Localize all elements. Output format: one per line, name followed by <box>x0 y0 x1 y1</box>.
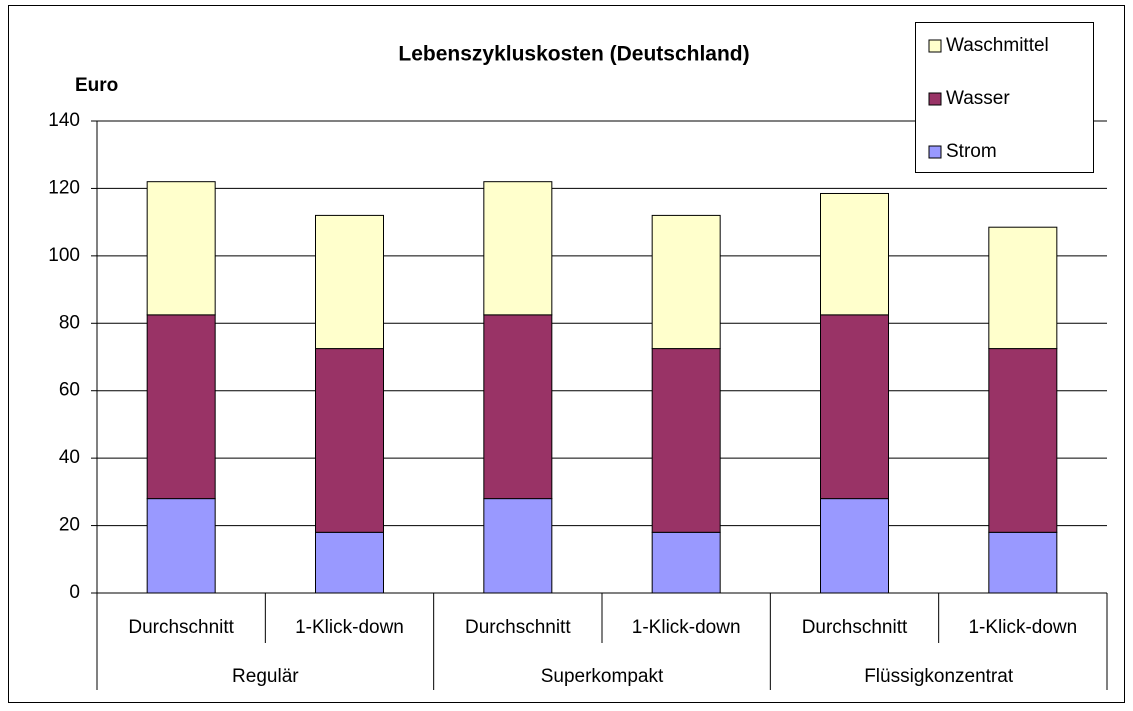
y-tick-label: 140 <box>48 110 80 131</box>
x-tick-label: 1-Klick-down <box>632 617 741 638</box>
bar-segment <box>988 531 1058 594</box>
bar-segment <box>651 348 721 533</box>
legend-swatch <box>928 39 942 53</box>
legend-box <box>915 22 1094 173</box>
group-label: Regulär <box>232 666 299 687</box>
group-label: Superkompakt <box>541 666 664 687</box>
y-tick-label: 100 <box>48 245 80 266</box>
bar-segment <box>483 181 553 316</box>
y-tick-label: 20 <box>59 515 80 536</box>
bar-segment <box>315 531 384 594</box>
bar-segment <box>820 498 889 594</box>
y-tick-label: 40 <box>59 447 80 468</box>
bar-segment <box>988 226 1058 350</box>
group-label: Flüssigkonzentrat <box>864 666 1014 687</box>
bar-segment <box>651 214 721 350</box>
x-tick-label: Durchschnitt <box>802 617 908 638</box>
bar-segment <box>315 348 384 533</box>
x-tick-label: 1-Klick-down <box>295 617 404 638</box>
legend-label: Waschmittel <box>946 35 1049 56</box>
bar-segment <box>146 314 216 500</box>
bar-segment <box>820 314 889 500</box>
legend-label: Wasser <box>946 88 1010 109</box>
x-tick-label: Durchschnitt <box>465 617 571 638</box>
bar-segment <box>820 192 889 316</box>
y-tick-label: 120 <box>48 177 80 198</box>
legend-label: Strom <box>946 141 997 162</box>
y-tick-label: 80 <box>59 312 80 333</box>
x-tick-label: Durchschnitt <box>128 617 234 638</box>
bar-segment <box>146 181 216 316</box>
y-tick-label: 0 <box>69 582 80 603</box>
y-axis-label: Euro <box>75 75 118 96</box>
chart-title: Lebenszykluskosten (Deutschland) <box>398 43 749 66</box>
bar-segment <box>988 348 1058 533</box>
x-tick-label: 1-Klick-down <box>968 617 1077 638</box>
bar-segment <box>483 314 553 500</box>
legend-swatch <box>928 145 942 159</box>
bar-segment <box>651 531 721 594</box>
bar-segment <box>315 214 384 350</box>
bar-segment <box>483 498 553 594</box>
y-tick-label: 60 <box>59 380 80 401</box>
bar-segment <box>146 498 216 594</box>
legend-swatch <box>928 92 942 106</box>
